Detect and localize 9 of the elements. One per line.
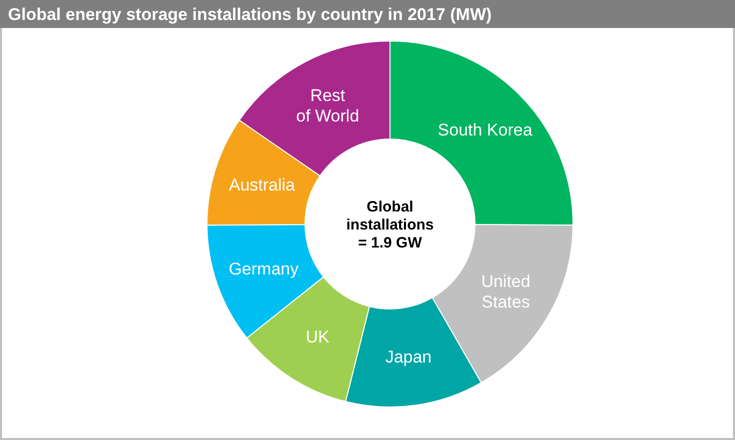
text: Global installations = 1.9 GW [346, 198, 434, 252]
slice-label: UK [306, 328, 330, 347]
slice-label: Japan [385, 348, 432, 367]
slice-label: United States [481, 272, 530, 312]
slice-label: South Korea [438, 120, 533, 140]
chart-title: Global energy storage installations by country in 2017 (MW) [8, 5, 492, 24]
slice-label: Australia [228, 176, 296, 195]
slice-label: Germany [228, 260, 300, 279]
slice-label: Rest of World [296, 86, 360, 126]
